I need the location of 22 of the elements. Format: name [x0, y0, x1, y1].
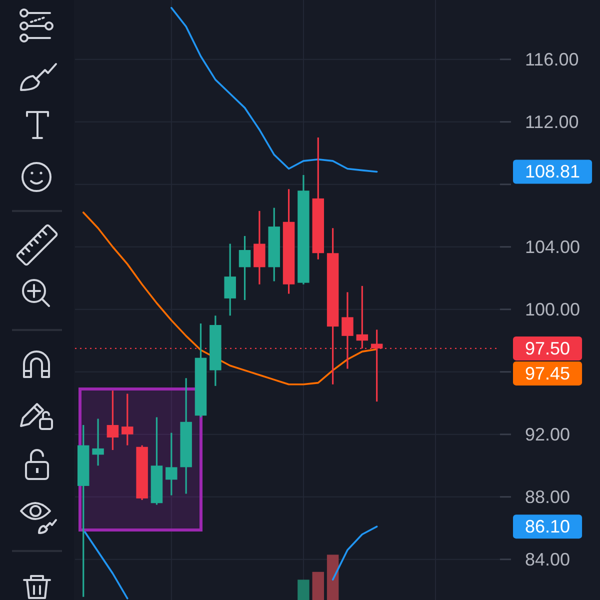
y-tick-label: 116.00: [525, 49, 579, 70]
y-tick-label: 112.00: [525, 112, 579, 132]
line-series: [170, 6, 378, 173]
text: 108.81: [525, 162, 580, 182]
candlestick: [224, 242, 236, 316]
y-tick-label: 100.00: [525, 299, 580, 320]
candlestick: [166, 432, 178, 496]
y-tick-label: 84.00: [525, 549, 570, 570]
text: 97.45: [525, 363, 570, 384]
candlestick: [122, 392, 134, 446]
text: 86.10: [525, 516, 570, 537]
candlestick: [238, 235, 251, 301]
y-tick-label: 88.00: [525, 486, 570, 507]
candlestick: [254, 210, 266, 286]
candlestick: [92, 418, 104, 466]
bar: [312, 572, 324, 600]
y-tick-label: 92.00: [525, 424, 570, 444]
candlestick: [106, 390, 119, 451]
y-tick-label: 104.00: [525, 236, 580, 257]
bar: [326, 554, 339, 600]
bar: [298, 580, 310, 600]
ref-line-label: 97.50: [525, 338, 570, 358]
